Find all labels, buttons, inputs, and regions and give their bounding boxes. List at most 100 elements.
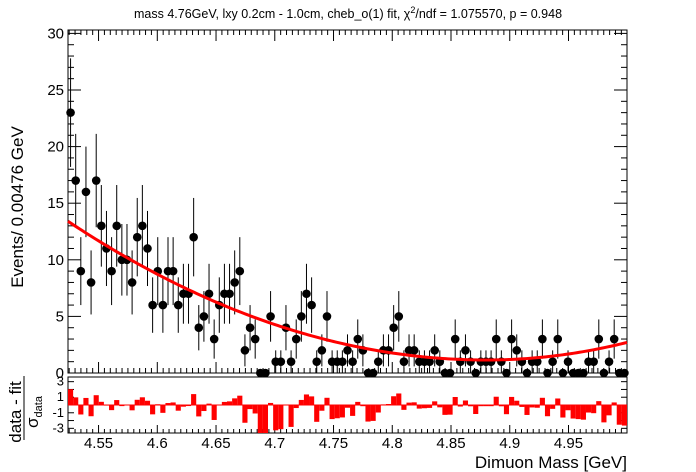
data-point (317, 346, 327, 355)
pull-bar (134, 399, 140, 405)
pull-bar (529, 405, 535, 408)
pull-bar (370, 405, 376, 421)
data-point (158, 300, 168, 310)
data-point (107, 266, 116, 276)
x-tick-label: 4.9 (499, 435, 520, 452)
pull-bar (539, 397, 545, 405)
data-point (425, 357, 434, 366)
pull-bar (109, 405, 115, 411)
pull-bar (350, 405, 356, 416)
pull-bar (129, 405, 135, 411)
data-point (532, 357, 542, 366)
pull-bar (180, 405, 186, 407)
data-point (589, 357, 598, 366)
data-point (389, 323, 398, 333)
pull-bar (93, 395, 99, 405)
pull-bar (298, 399, 304, 405)
pull-bar (442, 405, 448, 415)
x-tick-label: 4.85 (436, 435, 465, 452)
pull-bar (575, 405, 581, 420)
pull-bar (473, 405, 479, 415)
pull-bar (524, 405, 530, 415)
pull-bar (165, 403, 171, 405)
pull-bar (185, 405, 192, 407)
pull-bar (401, 405, 407, 410)
pull-bar (88, 405, 94, 417)
data-point (548, 357, 557, 366)
pull-bar (621, 405, 627, 426)
data-point (286, 357, 296, 366)
pull-bar (611, 402, 617, 405)
data-point (194, 323, 204, 333)
pull-bar (560, 405, 566, 418)
pull-bar (555, 398, 561, 405)
pull-bar (339, 405, 345, 418)
y-tick-label: 15 (47, 195, 64, 212)
pull-bar (596, 401, 602, 405)
pull-bar (457, 405, 463, 407)
data-point (276, 357, 286, 366)
pull-bar (247, 405, 253, 410)
data-point (461, 346, 470, 355)
pull-bar (585, 405, 592, 413)
data-point (507, 334, 516, 344)
y-tick-label: 10 (47, 252, 64, 269)
x-tick-label: 4.95 (554, 435, 583, 452)
pull-bar (226, 401, 233, 405)
pull-bar (232, 398, 238, 405)
pull-bar (391, 396, 397, 405)
pull-bar (344, 405, 351, 408)
pull-bar (257, 405, 263, 433)
data-point (471, 368, 481, 378)
pull-bar (396, 393, 402, 405)
pull-bar (544, 405, 551, 417)
pull-bar (68, 389, 74, 405)
pull-bar (293, 405, 299, 409)
data-point (543, 368, 552, 378)
data-point (132, 232, 142, 242)
data-point (322, 312, 332, 321)
data-point (609, 334, 619, 344)
pull-plot: 4.55 4.6 4.65 4.7 4.75 4.8 4.85 4.9 4.95 31-1-3 (52, 374, 628, 452)
data-point (348, 357, 357, 366)
pull-bar (73, 397, 79, 405)
data-point (297, 312, 306, 321)
svg-text:data - fit: data - fit (6, 381, 25, 443)
data-point (235, 266, 245, 276)
pull-bar (462, 400, 469, 405)
data-point (620, 368, 629, 378)
x-tick-label: 4.6 (147, 435, 168, 452)
data-point (512, 346, 522, 355)
pull-bar (119, 405, 125, 407)
pull-bar (329, 405, 335, 420)
pull-bar (432, 401, 438, 405)
data-point (148, 300, 157, 310)
data-point (71, 176, 80, 185)
pull-bar (550, 405, 556, 409)
pull-bar (421, 405, 427, 409)
y-tick-label: 25 (47, 82, 64, 99)
pull-bar (278, 405, 284, 430)
data-point (373, 357, 383, 366)
data-point (173, 300, 183, 310)
data-point (209, 334, 219, 344)
data-point (579, 368, 588, 378)
pull-bar (616, 405, 622, 425)
data-point (538, 334, 547, 344)
pull-tick-label: 3 (57, 374, 64, 389)
pull-bar (242, 405, 248, 423)
pull-y-axis-label: data - fit σdata (6, 376, 45, 443)
data-point (199, 312, 209, 321)
pull-bar (144, 400, 151, 405)
pull-bar (319, 405, 325, 411)
pull-bar (411, 402, 417, 405)
pull-bar (565, 405, 571, 411)
data-point (143, 244, 152, 253)
data-point (553, 334, 563, 344)
pull-bar (83, 397, 89, 405)
data-point (230, 278, 239, 287)
pull-bar (98, 401, 104, 405)
pull-bar (447, 405, 453, 415)
pull-bar (160, 405, 166, 413)
pull-tick-label: 1 (57, 389, 64, 404)
